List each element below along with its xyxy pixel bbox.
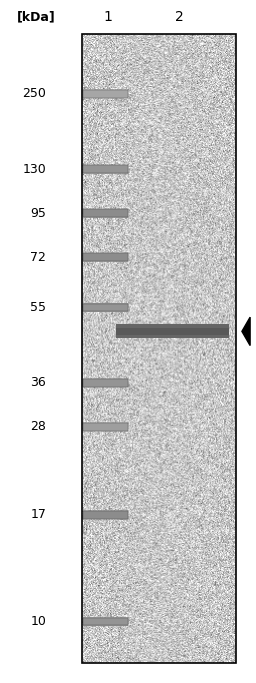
FancyBboxPatch shape [83, 165, 128, 173]
Text: 55: 55 [30, 301, 46, 314]
Bar [83, 90, 128, 98]
Bar [116, 324, 229, 338]
Text: 1: 1 [103, 10, 112, 24]
FancyBboxPatch shape [83, 422, 128, 432]
Text: 17: 17 [30, 508, 46, 521]
FancyBboxPatch shape [83, 303, 128, 312]
Bar [83, 423, 128, 431]
FancyBboxPatch shape [83, 617, 128, 626]
Bar [82, 34, 236, 663]
Text: 10: 10 [30, 615, 46, 628]
Text: 95: 95 [30, 207, 46, 220]
Bar [83, 253, 128, 261]
Polygon shape [242, 317, 250, 346]
Bar [83, 210, 128, 217]
Bar [83, 511, 128, 518]
FancyBboxPatch shape [83, 89, 128, 98]
Text: 28: 28 [30, 420, 46, 434]
FancyBboxPatch shape [83, 253, 128, 262]
Text: [kDa]: [kDa] [16, 11, 55, 24]
Text: 72: 72 [30, 251, 46, 264]
FancyBboxPatch shape [83, 510, 128, 519]
Bar [83, 618, 128, 626]
Text: 2: 2 [175, 10, 184, 24]
Bar [83, 165, 128, 173]
Bar [116, 328, 229, 335]
Bar [83, 379, 128, 387]
Bar [83, 304, 128, 311]
Text: 250: 250 [22, 87, 46, 100]
Text: 36: 36 [30, 376, 46, 389]
FancyBboxPatch shape [83, 209, 128, 218]
FancyBboxPatch shape [83, 378, 128, 387]
Text: 130: 130 [22, 163, 46, 176]
